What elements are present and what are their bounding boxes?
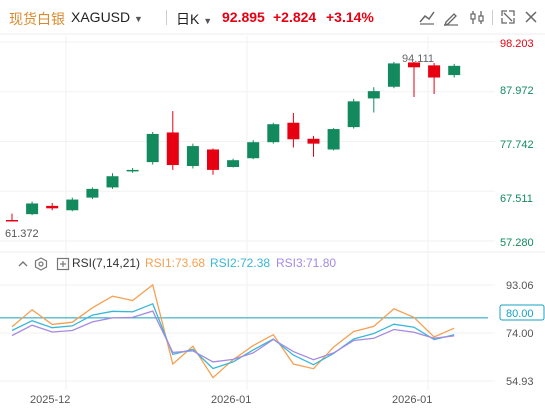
candle-body [428,65,441,78]
time-tick-label: 2026-01 [392,394,432,406]
rsi3-line [11,310,455,363]
time-axis: 2025-12 2026-01 2026-01 [30,394,432,406]
candle-body [186,146,199,167]
rsi2-line [11,302,455,370]
period-low-label: 61.372 [5,228,39,240]
price-tick-label: 67.511 [500,193,533,205]
price-tick-label: 87.972 [500,85,534,97]
chart-type-icon[interactable] [416,6,438,28]
time-tick-label: 2025-12 [30,394,70,406]
candle-body [247,142,260,159]
header-divider [166,10,167,25]
rsi1-value: RSI1:73.68 [145,256,206,270]
instrument-name[interactable]: 现货白银 [9,11,65,27]
candle-body [46,205,59,209]
add-indicator-icon[interactable] [56,257,70,271]
candle-body [307,138,320,144]
chart-header: 现货白银 XAGUSD ▼ 日K ▼ 92.895 +2.824 +3.14% [0,0,545,34]
close-icon[interactable] [520,6,542,28]
candle-body [267,124,280,143]
symbol-dropdown[interactable]: XAGUSD ▼ [71,9,143,25]
price-change-percent: +3.14% [326,9,374,25]
candle-body [86,188,99,198]
candle-body [408,62,420,68]
period-label: 日K [176,11,200,27]
candle-body [66,199,79,211]
rsi-indicator-label[interactable]: RSI(7,14,21) [72,256,141,270]
candle-body [106,176,119,188]
price-grid [0,36,495,390]
symbol-label: XAGUSD [71,9,131,25]
rsi-tick-label: 80.00 [506,308,534,320]
rsi-tick-label: 74.00 [506,328,534,340]
chevron-down-icon: ▼ [134,14,143,24]
rsi-ref-tag [499,304,545,321]
candle-body [327,129,340,150]
rsi-axis: 93.06 80.00 74.00 54.93 [499,280,545,388]
settings-sliders-icon[interactable] [466,6,488,28]
rsi2-value: RSI2:72.38 [210,256,271,270]
candle-body [126,169,139,172]
price-tick-label: 98.203 [500,38,534,50]
rsi-tick-label: 93.06 [506,280,534,292]
candle-body [347,101,360,128]
draw-pencil-icon[interactable] [440,6,462,28]
candle-body [227,160,240,167]
rsi-tick-label: 54.93 [506,376,534,388]
period-dropdown[interactable]: 日K ▼ [176,9,212,29]
candle-body [387,63,400,87]
candle-body [6,219,18,222]
candle-body [448,65,461,76]
candle-body [166,132,179,166]
candle-body [367,91,380,99]
fullscreen-icon[interactable] [497,6,519,28]
candle-body [287,122,300,140]
rsi3-value: RSI3:71.80 [276,256,337,270]
collapse-icon[interactable] [16,257,30,271]
period-high-label: 94.111 [402,53,434,65]
header-divider [492,10,493,25]
rsi-grid [0,284,495,382]
time-tick-label: 2026-01 [211,394,251,406]
eye-icon[interactable] [34,257,48,271]
last-price: 92.895 [222,9,265,25]
rsi1-line [11,283,455,379]
price-tick-label: 77.742 [500,139,534,151]
price-axis: 98.203 87.972 77.742 67.511 57.280 [500,38,534,249]
chevron-down-icon: ▼ [203,16,213,26]
candles [6,61,461,222]
candle-body [207,149,219,170]
candle-body [146,133,159,163]
price-tick-label: 57.280 [500,237,534,249]
price-change: +2.824 [273,9,317,25]
candle-body [26,203,39,215]
